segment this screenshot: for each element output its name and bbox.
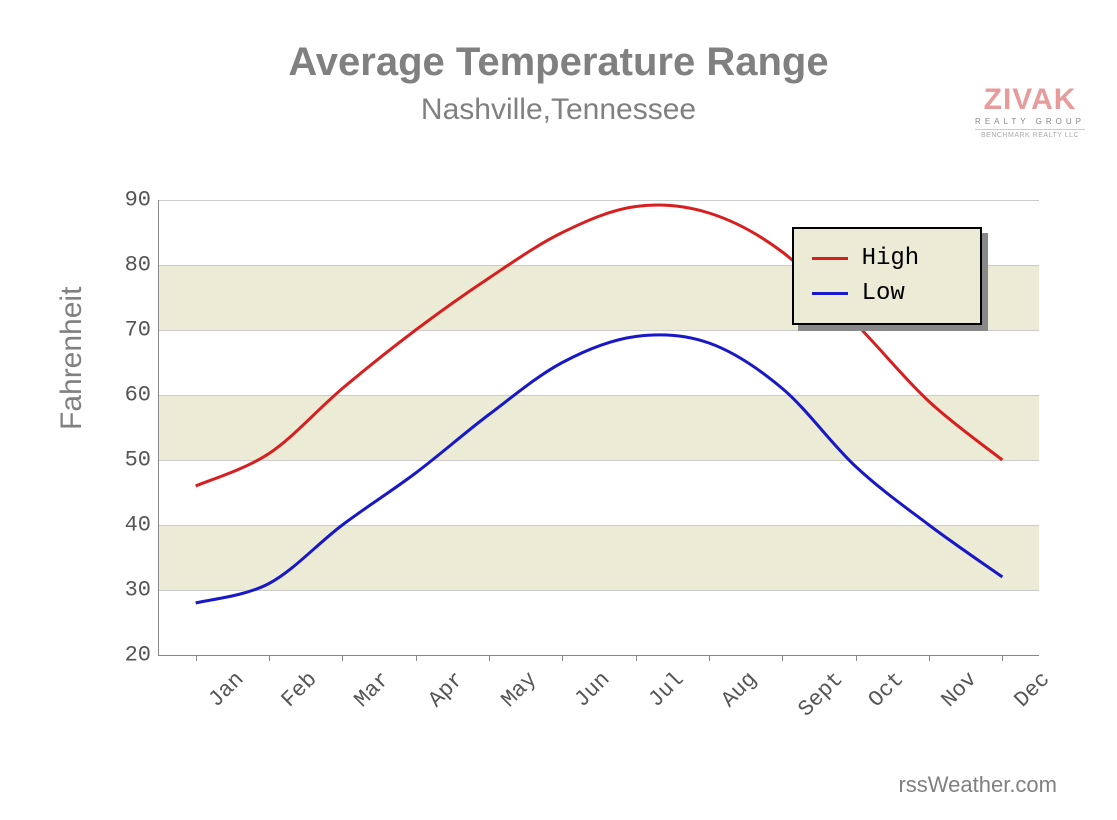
x-tick-label: Feb (277, 667, 323, 713)
x-tick-label: Sept (794, 667, 849, 722)
x-tick-label: Dec (1010, 667, 1056, 713)
legend-label: Low (862, 280, 905, 307)
y-tick-label: 50 (125, 448, 151, 473)
y-tick-label: 30 (125, 578, 151, 603)
x-tick-label: Jun (570, 667, 616, 713)
chart-title: Average Temperature Range (0, 40, 1117, 85)
x-tick-mark (929, 655, 930, 661)
x-tick-label: Mar (350, 667, 396, 713)
y-tick-label: 20 (125, 643, 151, 668)
x-tick-mark (196, 655, 197, 661)
logo-main-text: ZIVAK (975, 85, 1085, 115)
x-tick-mark (269, 655, 270, 661)
series-line-low (196, 335, 1003, 603)
y-tick-label: 90 (125, 188, 151, 213)
chart-subtitle: Nashville,Tennessee (0, 93, 1117, 127)
legend-swatch (812, 292, 848, 295)
x-tick-mark (856, 655, 857, 661)
x-tick-label: Nov (937, 667, 983, 713)
y-tick-label: 80 (125, 253, 151, 278)
x-tick-label: Jan (203, 667, 249, 713)
x-tick-mark (489, 655, 490, 661)
x-tick-label: Aug (717, 667, 763, 713)
y-tick-label: 40 (125, 513, 151, 538)
x-tick-label: Apr (423, 667, 469, 713)
logo-subtitle-1: REALTY GROUP (975, 117, 1085, 126)
x-tick-mark (416, 655, 417, 661)
x-tick-mark (342, 655, 343, 661)
legend-item-high: High (812, 241, 962, 276)
legend-label: High (862, 245, 920, 272)
x-tick-mark (636, 655, 637, 661)
x-tick-mark (709, 655, 710, 661)
y-tick-label: 70 (125, 318, 151, 343)
legend: High Low (792, 227, 982, 325)
legend-swatch (812, 257, 848, 260)
chart-area: 2030405060708090JanFebMarAprMayJunJulAug… (100, 200, 1040, 700)
x-tick-label: Jul (643, 667, 689, 713)
x-tick-label: May (497, 667, 543, 713)
brand-logo: ZIVAK REALTY GROUP BENCHMARK REALTY LLC (975, 85, 1085, 139)
legend-item-low: Low (812, 276, 962, 311)
attribution-text: rssWeather.com (898, 772, 1057, 798)
x-tick-mark (1002, 655, 1003, 661)
logo-subtitle-2: BENCHMARK REALTY LLC (975, 129, 1085, 139)
y-tick-label: 60 (125, 383, 151, 408)
x-tick-label: Oct (863, 667, 909, 713)
container: Average Temperature Range Nashville,Tenn… (0, 40, 1117, 820)
x-tick-mark (782, 655, 783, 661)
x-tick-mark (562, 655, 563, 661)
y-axis-label: Fahrenheit (55, 287, 89, 430)
